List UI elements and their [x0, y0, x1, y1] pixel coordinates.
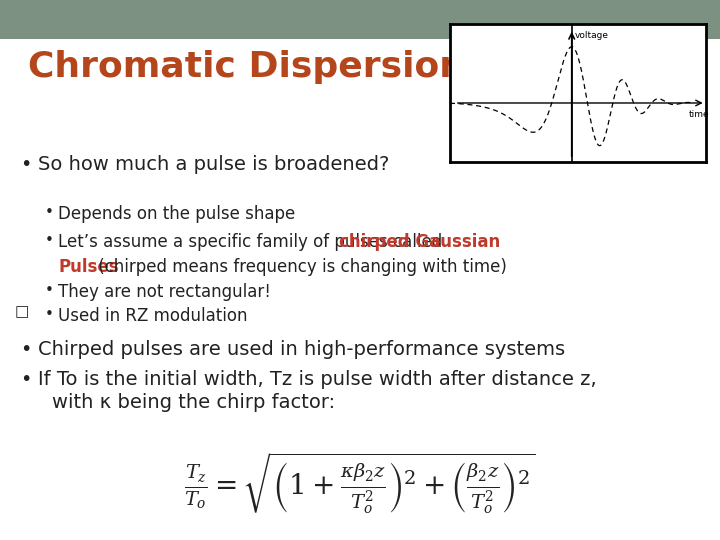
Text: •: • — [45, 233, 54, 248]
Text: So how much a pulse is broadened?: So how much a pulse is broadened? — [38, 155, 390, 174]
Text: If To is the initial width, Tz is pulse width after distance z,: If To is the initial width, Tz is pulse … — [38, 370, 597, 389]
Text: $\frac{T_z}{T_o} = \sqrt{\left(1 + \frac{\kappa\beta_2 z}{T_o^2}\right)^2 + \lef: $\frac{T_z}{T_o} = \sqrt{\left(1 + \frac… — [184, 450, 536, 516]
Text: chirped Gaussian: chirped Gaussian — [339, 233, 500, 251]
Text: □: □ — [15, 304, 30, 319]
Text: •: • — [20, 155, 32, 174]
Text: Used in RZ modulation: Used in RZ modulation — [58, 307, 248, 325]
Text: Let’s assume a specific family of pulses called: Let’s assume a specific family of pulses… — [58, 233, 448, 251]
Text: Chirped pulses are used in high-performance systems: Chirped pulses are used in high-performa… — [38, 340, 565, 359]
Text: (chirped means frequency is changing with time): (chirped means frequency is changing wit… — [93, 258, 507, 276]
Text: Pulses: Pulses — [58, 258, 119, 276]
Text: •: • — [45, 205, 54, 220]
Text: Depends on the pulse shape: Depends on the pulse shape — [58, 205, 295, 223]
Text: time: time — [688, 110, 709, 119]
Text: They are not rectangular!: They are not rectangular! — [58, 283, 271, 301]
Text: •: • — [45, 283, 54, 298]
Text: Chromatic Dispersion: Chromatic Dispersion — [28, 50, 465, 84]
Text: with κ being the chirp factor:: with κ being the chirp factor: — [52, 393, 335, 412]
Text: voltage: voltage — [575, 31, 608, 40]
Text: •: • — [20, 340, 32, 359]
Text: •: • — [45, 307, 54, 322]
Bar — [0, 0, 720, 39]
Text: •: • — [20, 370, 32, 389]
